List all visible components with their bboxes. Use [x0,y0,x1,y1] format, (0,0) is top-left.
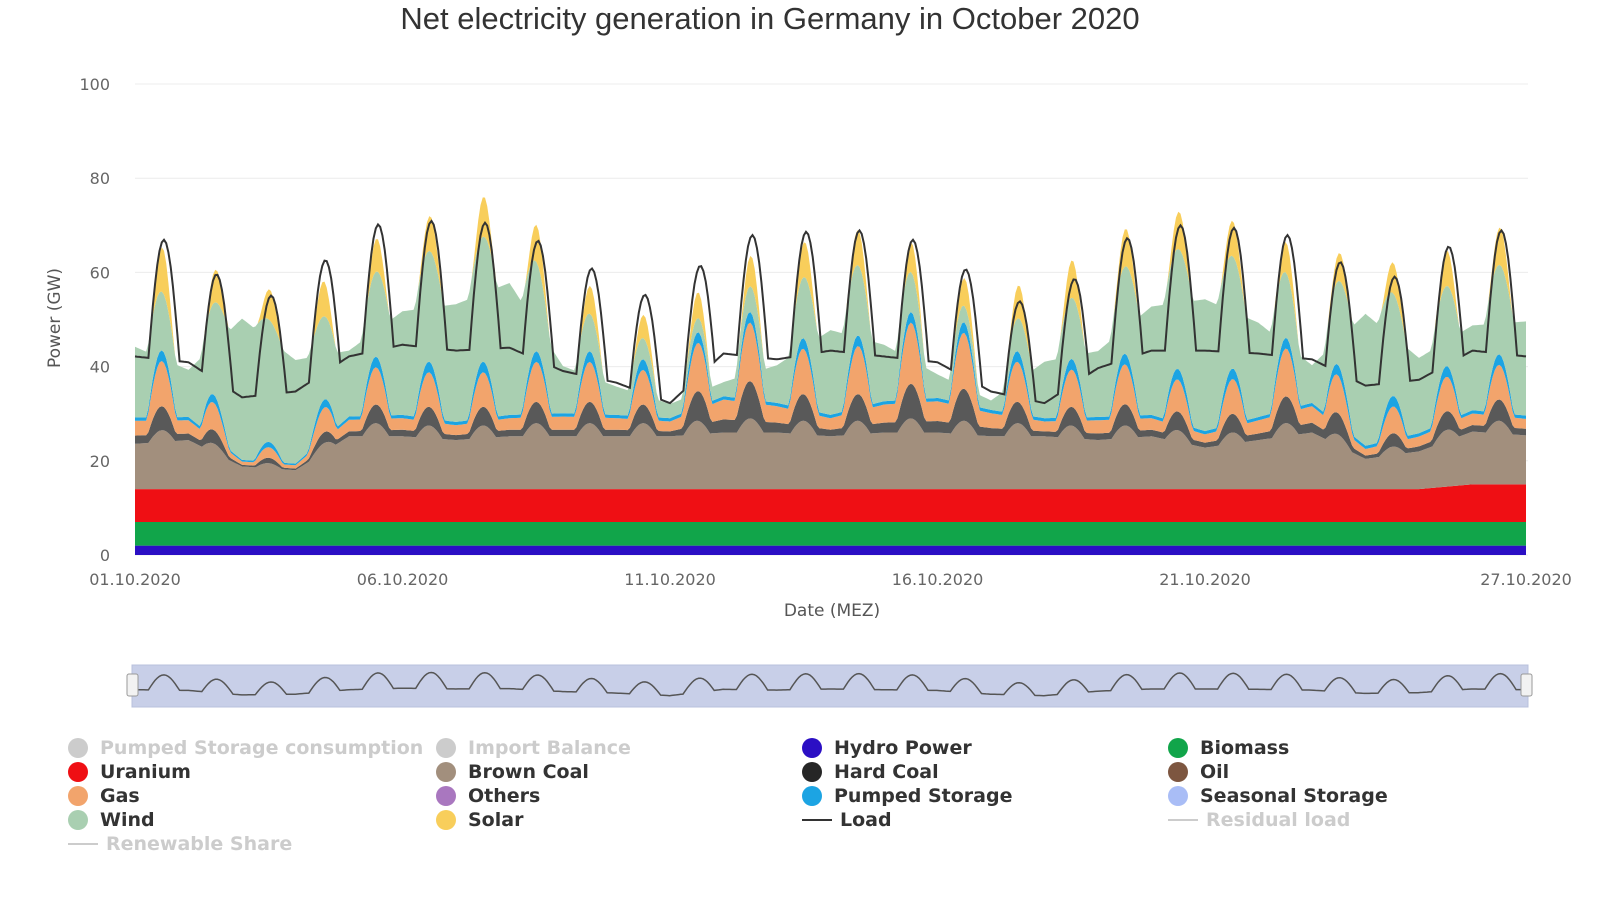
x-tick-label: 11.10.2020 [624,570,716,589]
y-tick-label: 100 [79,75,110,94]
chart-title: Net electricity generation in Germany in… [400,1,1140,36]
legend-label: Load [840,809,892,831]
legend-dot-icon [1168,786,1188,806]
load-line [134,219,1527,405]
legend-dot-icon [802,762,822,782]
legend-dot-icon [436,738,456,758]
x-tick-label: 16.10.2020 [892,570,984,589]
legend-item-residual-load[interactable]: Residual load [1168,808,1350,832]
navigator-right-handle[interactable] [1520,673,1533,697]
legend-label: Uranium [100,761,191,783]
legend-dot-icon [68,762,88,782]
legend-label: Seasonal Storage [1200,785,1388,807]
legend-item-pumped-storage-consumption[interactable]: Pumped Storage consumption [68,736,423,760]
legend-label: Pumped Storage [834,785,1013,807]
legend-label: Renewable Share [106,833,293,855]
legend-label: Hydro Power [834,737,972,759]
legend-item-load[interactable]: Load [802,808,892,832]
legend-dot-icon [68,786,88,806]
legend-label: Import Balance [468,737,631,759]
stacked-areas [135,197,1526,555]
load-line-layer [134,219,1527,405]
area-uranium [135,484,1526,522]
legend-label: Oil [1200,761,1230,783]
legend-item-import-balance[interactable]: Import Balance [436,736,631,760]
legend-item-seasonal-storage[interactable]: Seasonal Storage [1168,784,1388,808]
legend-line-icon [1168,819,1198,821]
legend-dot-icon [436,762,456,782]
legend-item-renewable-share[interactable]: Renewable Share [68,832,292,856]
navigator-mask[interactable] [131,664,1529,708]
range-navigator[interactable] [126,664,1533,708]
legend-line-icon [68,843,98,845]
legend-item-hydro-power[interactable]: Hydro Power [802,736,972,760]
legend-item-gas[interactable]: Gas [68,784,140,808]
y-tick-label: 20 [90,452,110,471]
legend-dot-icon [802,738,822,758]
x-axis-title: Date (MEZ) [784,601,880,621]
legend-item-oil[interactable]: Oil [1168,760,1229,784]
x-tick-label: 21.10.2020 [1159,570,1251,589]
y-tick-label: 60 [90,263,110,282]
legend-item-brown-coal[interactable]: Brown Coal [436,760,589,784]
x-tick-label: 01.10.2020 [89,570,181,589]
legend-dot-icon [1168,738,1188,758]
legend-label: Gas [100,785,140,807]
legend-dot-icon [1168,762,1188,782]
area-gas [135,322,1526,469]
y-tick-label: 0 [100,546,110,565]
area-brown-coal [135,418,1526,490]
legend-dot-icon [68,810,88,830]
legend-item-others[interactable]: Others [436,784,540,808]
legend-label: Wind [100,809,155,831]
x-tick-label: 06.10.2020 [357,570,449,589]
y-axis-ticks: 0 20 40 60 80 100 [79,75,110,565]
area-biomass [135,522,1526,546]
legend-label: Brown Coal [468,761,589,783]
legend-label: Others [468,785,541,807]
legend-dot-icon [68,738,88,758]
legend-item-wind[interactable]: Wind [68,808,155,832]
area-hydro-power [135,545,1526,555]
x-tick-label: 27.10.2020 [1480,570,1572,589]
legend-label: Solar [468,809,524,831]
legend-item-biomass[interactable]: Biomass [1168,736,1289,760]
legend-label: Biomass [1200,737,1290,759]
y-tick-label: 40 [90,358,110,377]
legend-dot-icon [436,786,456,806]
legend-item-uranium[interactable]: Uranium [68,760,191,784]
legend-item-pumped-storage[interactable]: Pumped Storage [802,784,1012,808]
legend-dot-icon [802,786,822,806]
legend-dot-icon [436,810,456,830]
y-axis-title: Power (GW) [45,268,65,368]
legend-label: Pumped Storage consumption [100,737,424,759]
navigator-left-handle[interactable] [126,673,139,697]
legend-item-solar[interactable]: Solar [436,808,523,832]
legend-label: Hard Coal [834,761,939,783]
area-pumped-storage [135,312,1526,466]
legend-label: Residual load [1206,809,1351,831]
x-axis-ticks: 01.10.2020 06.10.2020 11.10.2020 16.10.2020… [89,570,1572,589]
navigator-series-line [135,671,1525,697]
legend-line-icon [802,819,832,821]
legend-item-hard-coal[interactable]: Hard Coal [802,760,939,784]
legend: Pumped Storage consumption Import Balance… [68,736,1568,866]
y-tick-label: 80 [90,169,110,188]
area-hard-coal [135,381,1526,471]
